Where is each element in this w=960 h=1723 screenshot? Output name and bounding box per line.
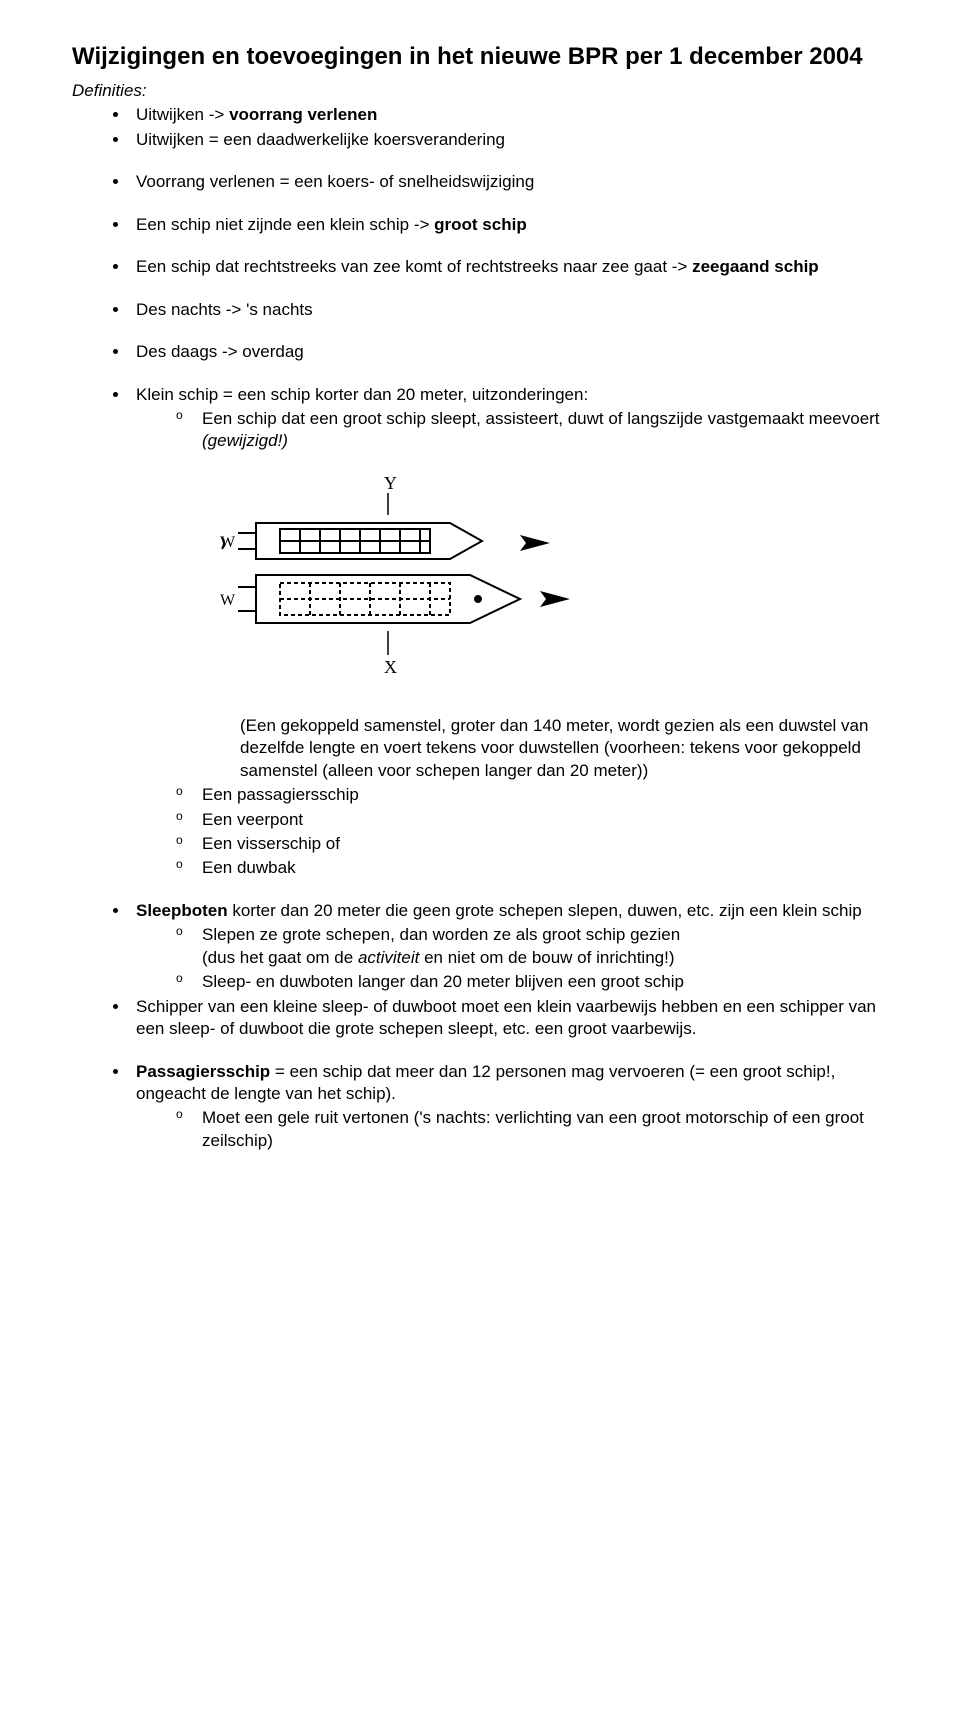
svg-text:W: W (220, 534, 236, 551)
text: Uitwijken -> (136, 105, 229, 124)
text-italic: (gewijzigd!) (202, 431, 288, 450)
bullet-o: o (176, 1107, 183, 1123)
text: korter dan 20 meter die geen grote schep… (228, 901, 862, 920)
sub-list-item: o Een passagiersschip (176, 784, 888, 806)
text: Een schip niet zijnde een klein schip -> (136, 215, 434, 234)
sub-list: o Een passagiersschip o Een veerpont o Een … (136, 784, 888, 880)
text: Moet een gele ruit vertonen ('s nachts: … (202, 1108, 864, 1149)
list-item: Schipper van een kleine sleep- of duwboo… (130, 996, 888, 1041)
definitions-list: Uitwijken -> voorrang verlenen Uitwijken… (72, 104, 888, 1152)
sub-list: o Moet een gele ruit vertonen ('s nachts:… (136, 1107, 888, 1152)
text: Uitwijken = een daadwerkelijke koersvera… (136, 130, 505, 149)
text: Slepen ze grote schepen, dan worden ze a… (202, 925, 680, 944)
text: Voorrang verlenen = een koers- of snelhe… (136, 172, 534, 191)
text: Een schip dat een groot schip sleept, as… (202, 409, 880, 428)
bullet-o: o (176, 971, 183, 987)
sub-list: o Een schip dat een groot schip sleept, … (136, 408, 888, 453)
definitions-label: Definities: (72, 80, 888, 102)
list-item: Klein schip = een schip korter dan 20 me… (130, 384, 888, 880)
bullet-o: o (176, 408, 183, 424)
page-title: Wijzigingen en toevoegingen in het nieuw… (72, 42, 888, 72)
list-item: Voorrang verlenen = een koers- of snelhe… (130, 171, 888, 193)
list-item: Sleepboten korter dan 20 meter die geen … (130, 900, 888, 994)
list-item: Uitwijken -> voorrang verlenen (130, 104, 888, 126)
ships-diagram: Y (220, 471, 580, 691)
text: (dus het gaat om de activiteit en niet o… (202, 947, 888, 969)
list-item: Des nachts -> 's nachts (130, 299, 888, 321)
list-item: Een schip niet zijnde een klein schip ->… (130, 214, 888, 236)
sub-list-item: o Een schip dat een groot schip sleept, … (176, 408, 888, 453)
sub-list-item: o Een duwbak (176, 857, 888, 879)
text: (dus het gaat om de (202, 948, 358, 967)
bullet-o: o (176, 857, 183, 873)
sub-list-item: o Slepen ze grote schepen, dan worden ze… (176, 924, 888, 969)
text-bold: groot schip (434, 215, 527, 234)
text: Des nachts -> 's nachts (136, 300, 313, 319)
bullet-o: o (176, 924, 183, 940)
sub-list-item: o Moet een gele ruit vertonen ('s nachts:… (176, 1107, 888, 1152)
document-page: Wijzigingen en toevoegingen in het nieuw… (0, 0, 960, 1214)
list-item: Uitwijken = een daadwerkelijke koersvera… (130, 129, 888, 151)
text: Schipper van een kleine sleep- of duwboo… (136, 997, 876, 1038)
bullet-o: o (176, 833, 183, 849)
text-bold: Sleepboten (136, 901, 228, 920)
text: Een visserschip of (202, 834, 340, 853)
sub-list: o Slepen ze grote schepen, dan worden ze… (136, 924, 888, 993)
text-bold: zeegaand schip (692, 257, 819, 276)
bullet-o: o (176, 809, 183, 825)
text-bold: voorrang verlenen (229, 105, 377, 124)
text-italic: activiteit (358, 948, 419, 967)
list-item: Des daags -> overdag (130, 341, 888, 363)
bullet-o: o (176, 784, 183, 800)
svg-text:W: W (220, 592, 236, 609)
text: en niet om de bouw of inrichting!) (419, 948, 674, 967)
svg-text:Y: Y (384, 473, 397, 493)
text: Klein schip = een schip korter dan 20 me… (136, 385, 588, 404)
svg-text:X: X (384, 657, 397, 677)
text: Een passagiersschip (202, 785, 359, 804)
text-bold: Passagiersschip (136, 1062, 270, 1081)
list-item: Passagiersschip = een schip dat meer dan… (130, 1061, 888, 1153)
sub-list-item: o Een veerpont (176, 809, 888, 831)
ships-svg: Y (220, 471, 580, 691)
text: Een veerpont (202, 810, 303, 829)
text: Een duwbak (202, 858, 296, 877)
text: Een schip dat rechtstreeks van zee komt … (136, 257, 692, 276)
list-item: Een schip dat rechtstreeks van zee komt … (130, 256, 888, 278)
continuation-text: (Een gekoppeld samenstel, groter dan 140… (136, 715, 888, 782)
text: Des daags -> overdag (136, 342, 304, 361)
text: Sleep- en duwboten langer dan 20 meter b… (202, 972, 684, 991)
sub-list-item: o Sleep- en duwboten langer dan 20 meter … (176, 971, 888, 993)
sub-list-item: o Een visserschip of (176, 833, 888, 855)
